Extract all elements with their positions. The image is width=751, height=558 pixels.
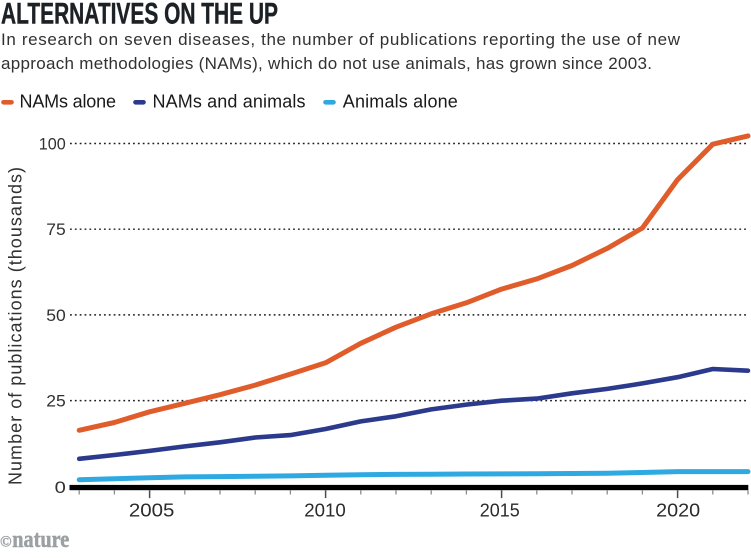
- svg-text:2005: 2005: [129, 500, 175, 521]
- svg-text:100: 100: [39, 135, 66, 153]
- svg-text:2020: 2020: [656, 500, 700, 521]
- svg-text:50: 50: [46, 307, 66, 325]
- svg-text:25: 25: [46, 393, 66, 411]
- svg-text:nature: nature: [12, 527, 69, 553]
- svg-text:NAMs alone: NAMs alone: [20, 92, 117, 112]
- svg-text:0: 0: [55, 479, 66, 497]
- svg-text:2015: 2015: [480, 500, 520, 521]
- svg-text:2010: 2010: [304, 500, 346, 521]
- svg-text:75: 75: [46, 221, 66, 239]
- svg-text:NAMs and animals: NAMs and animals: [153, 92, 306, 112]
- svg-text:Number of publications (thousa: Number of publications (thousands): [6, 167, 26, 485]
- svg-text:ALTERNATIVES ON THE UP: ALTERNATIVES ON THE UP: [1, 0, 278, 31]
- svg-text:approach methodologies (NAMs),: approach methodologies (NAMs), which do …: [1, 54, 652, 73]
- svg-text:In research on seven diseases,: In research on seven diseases, the numbe…: [1, 30, 681, 49]
- svg-text:©: ©: [0, 533, 12, 550]
- svg-text:Animals alone: Animals alone: [343, 92, 458, 112]
